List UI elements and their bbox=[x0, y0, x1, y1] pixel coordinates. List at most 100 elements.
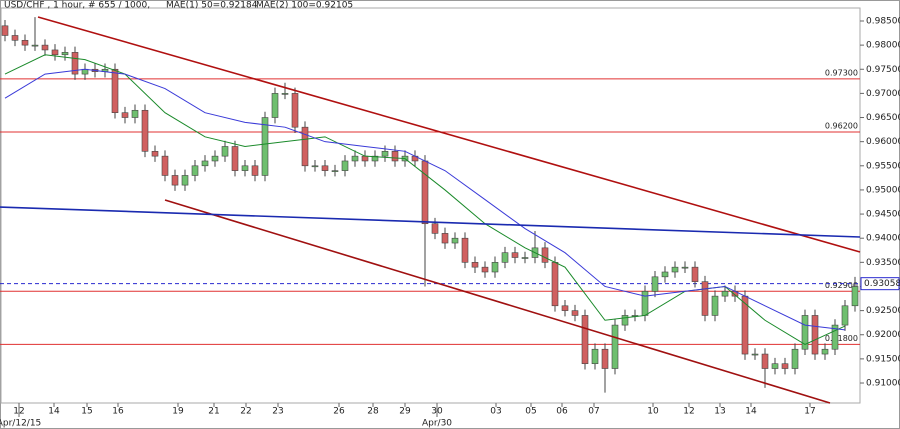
candle-body bbox=[311, 165, 319, 168]
candle-body bbox=[561, 305, 569, 311]
candle-body bbox=[621, 315, 629, 326]
indicator-label: MAE(1) 50=0.92184 bbox=[166, 1, 258, 11]
x-tick-label: 21 bbox=[208, 407, 219, 417]
candle-body bbox=[821, 348, 829, 355]
trend-line bbox=[37, 16, 861, 253]
candle-body bbox=[21, 39, 29, 46]
candle-body bbox=[441, 233, 449, 244]
x-tick-label: 23 bbox=[272, 407, 283, 417]
candle-body bbox=[651, 276, 659, 292]
candle-body bbox=[701, 281, 709, 316]
candle-body bbox=[851, 286, 859, 307]
x-tick-label: 29 bbox=[399, 407, 411, 417]
candle-body bbox=[1, 25, 9, 36]
candle-body bbox=[421, 160, 429, 225]
x-tick-label: 14 bbox=[48, 407, 60, 417]
candle-body bbox=[451, 237, 459, 244]
candle-body bbox=[831, 324, 839, 350]
candle-body bbox=[471, 262, 479, 268]
y-tick-label: 0.96000 bbox=[866, 137, 900, 147]
indicator-label: MAE(2) 100=0.92105 bbox=[256, 1, 353, 11]
y-tick-label: 0.92000 bbox=[866, 330, 900, 340]
candle-body bbox=[61, 52, 69, 56]
candle-body bbox=[751, 353, 759, 356]
candle-body bbox=[771, 363, 779, 369]
candle-body bbox=[571, 310, 579, 316]
trend-line bbox=[164, 199, 831, 404]
x-tick-label: 13 bbox=[714, 407, 725, 417]
candle-body bbox=[581, 315, 589, 365]
candle-body bbox=[141, 109, 149, 152]
trend-line bbox=[0, 206, 861, 238]
candle-body bbox=[691, 266, 699, 282]
candle-body bbox=[291, 93, 299, 128]
candle-body bbox=[551, 262, 559, 307]
candle-body bbox=[501, 252, 509, 263]
x-tick-label: 06 bbox=[556, 407, 568, 417]
candle-body bbox=[591, 348, 599, 365]
candle-body bbox=[271, 93, 279, 118]
x-tick-label: 12 bbox=[683, 407, 694, 417]
x-tick-label: 19 bbox=[172, 407, 184, 417]
candle-body bbox=[261, 117, 269, 176]
x-tick-label: 07 bbox=[588, 407, 599, 417]
candle-body bbox=[231, 146, 239, 171]
y-tick-label: 0.98000 bbox=[866, 41, 900, 51]
candle-body bbox=[71, 52, 79, 75]
x-tick-label: 17 bbox=[804, 407, 815, 417]
y-tick-label: 0.95000 bbox=[866, 185, 900, 195]
candle-body bbox=[511, 252, 519, 258]
candle-body bbox=[321, 165, 329, 171]
candle-body bbox=[361, 155, 369, 162]
candle-body bbox=[491, 262, 499, 273]
candle-body bbox=[181, 175, 189, 186]
candle-body bbox=[811, 315, 819, 355]
y-tick-label: 0.96500 bbox=[866, 113, 900, 123]
candle-body bbox=[671, 266, 679, 273]
current-price-box bbox=[860, 277, 900, 291]
x-tick-label: 28 bbox=[367, 407, 379, 417]
candle-body bbox=[611, 324, 619, 369]
y-tick-label: 0.97500 bbox=[866, 65, 900, 75]
candle-body bbox=[251, 165, 259, 176]
candle-body bbox=[791, 348, 799, 369]
candle-body bbox=[341, 160, 349, 171]
x-tick-label: 16 bbox=[112, 407, 124, 417]
candle-body bbox=[801, 315, 809, 350]
y-tick-label: 0.98500 bbox=[866, 16, 900, 26]
candle-body bbox=[711, 295, 719, 316]
candle-body bbox=[161, 155, 169, 176]
candle-body bbox=[761, 353, 769, 369]
level-label: 0.91800 bbox=[825, 334, 858, 343]
level-label: 0.97300 bbox=[825, 68, 858, 77]
candle-body bbox=[201, 160, 209, 167]
y-tick-label: 0.91500 bbox=[866, 354, 900, 364]
candle-body bbox=[781, 363, 789, 369]
plot-area bbox=[0, 7, 861, 404]
moving-average bbox=[4, 68, 846, 331]
candle-body bbox=[241, 165, 249, 171]
candle-body bbox=[521, 257, 529, 259]
x-tick-label: 05 bbox=[525, 407, 536, 417]
y-tick-label: 0.91000 bbox=[866, 379, 900, 389]
y-tick-label: 0.95500 bbox=[866, 161, 900, 171]
candle-body bbox=[371, 155, 379, 162]
x-tick-label: 22 bbox=[240, 407, 251, 417]
candle-body bbox=[221, 146, 229, 157]
candle-body bbox=[151, 151, 159, 157]
candle-body bbox=[661, 271, 669, 278]
candle-body bbox=[481, 266, 489, 273]
y-tick-label: 0.97000 bbox=[866, 89, 900, 99]
candle-body bbox=[51, 49, 59, 56]
candle-body bbox=[41, 44, 49, 51]
candle-body bbox=[641, 291, 649, 316]
x-tick-label: 15 bbox=[81, 407, 92, 417]
candle-body bbox=[461, 237, 469, 263]
candle-body bbox=[601, 348, 609, 369]
y-tick-label: 0.92500 bbox=[866, 306, 900, 316]
x-tick-label: 14 bbox=[745, 407, 757, 417]
candle-body bbox=[331, 170, 339, 172]
x-tick-label: 03 bbox=[490, 407, 501, 417]
current-price-label: 0.93058 bbox=[864, 279, 900, 289]
